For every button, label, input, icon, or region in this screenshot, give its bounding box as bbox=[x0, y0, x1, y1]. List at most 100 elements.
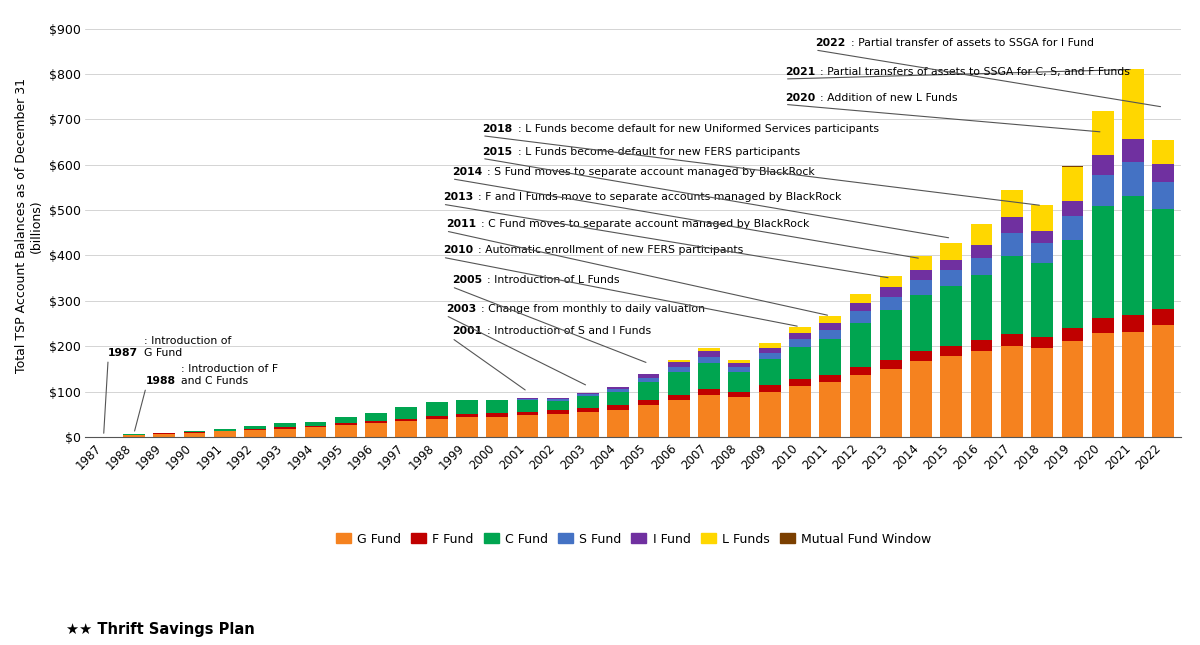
Bar bbox=[1092, 111, 1114, 155]
Bar bbox=[607, 386, 629, 389]
Bar bbox=[1062, 201, 1084, 216]
Bar bbox=[1122, 315, 1144, 332]
Bar bbox=[820, 375, 841, 382]
Bar bbox=[758, 392, 780, 437]
Bar bbox=[1122, 161, 1144, 196]
Text: : S Fund moves to separate account managed by BlackRock: : S Fund moves to separate account manag… bbox=[487, 167, 815, 177]
Bar bbox=[1122, 70, 1144, 139]
Bar bbox=[758, 343, 780, 348]
Bar bbox=[1152, 310, 1174, 325]
Bar bbox=[1092, 175, 1114, 206]
Text: 2014: 2014 bbox=[451, 167, 482, 177]
Bar bbox=[728, 367, 750, 372]
Bar bbox=[790, 386, 811, 437]
Bar bbox=[516, 399, 539, 400]
Bar bbox=[1062, 328, 1084, 341]
Bar bbox=[1031, 243, 1054, 263]
Bar bbox=[820, 382, 841, 437]
Bar bbox=[850, 294, 871, 303]
Bar bbox=[668, 362, 690, 366]
Bar bbox=[880, 310, 901, 360]
Bar bbox=[1001, 256, 1022, 334]
Text: 1987: 1987 bbox=[108, 348, 138, 357]
Bar bbox=[910, 281, 932, 295]
Text: : F and I Funds move to separate accounts managed by BlackRock: : F and I Funds move to separate account… bbox=[479, 192, 841, 203]
Bar bbox=[1152, 209, 1174, 310]
Bar bbox=[790, 347, 811, 379]
Bar bbox=[577, 408, 599, 412]
Bar bbox=[184, 432, 205, 433]
Bar bbox=[154, 433, 175, 437]
Text: 2015: 2015 bbox=[482, 146, 512, 157]
Bar bbox=[910, 361, 932, 437]
Bar bbox=[850, 375, 871, 437]
Bar bbox=[820, 316, 841, 323]
Bar bbox=[1152, 139, 1174, 140]
Bar bbox=[184, 431, 205, 432]
Bar bbox=[728, 372, 750, 392]
Bar bbox=[1062, 240, 1084, 328]
Bar bbox=[880, 276, 901, 287]
Bar bbox=[698, 395, 720, 437]
Bar bbox=[1122, 139, 1144, 161]
Text: 2005: 2005 bbox=[451, 275, 482, 285]
Bar bbox=[790, 326, 811, 333]
Text: : Partial transfer of assets to SSGA for I Fund: : Partial transfer of assets to SSGA for… bbox=[851, 38, 1094, 48]
Bar bbox=[668, 400, 690, 437]
Text: 2022: 2022 bbox=[815, 38, 846, 48]
Bar bbox=[214, 429, 235, 431]
Bar bbox=[516, 412, 539, 415]
Bar bbox=[1092, 317, 1114, 333]
Bar bbox=[426, 402, 448, 416]
Bar bbox=[698, 348, 720, 351]
Text: ★★ Thrift Savings Plan: ★★ Thrift Savings Plan bbox=[66, 622, 254, 637]
Bar bbox=[698, 363, 720, 390]
Bar bbox=[1031, 204, 1054, 231]
Bar bbox=[486, 400, 508, 413]
Bar bbox=[880, 369, 901, 437]
Bar bbox=[1062, 216, 1084, 240]
Bar bbox=[698, 351, 720, 357]
Bar bbox=[516, 398, 539, 399]
Bar bbox=[244, 430, 266, 437]
Bar bbox=[1001, 334, 1022, 346]
Bar bbox=[1152, 183, 1174, 209]
Text: 2010: 2010 bbox=[443, 246, 473, 255]
Bar bbox=[941, 346, 962, 356]
Bar bbox=[1031, 337, 1054, 348]
Bar bbox=[516, 400, 539, 412]
Bar bbox=[971, 258, 992, 275]
Bar bbox=[820, 339, 841, 375]
Bar bbox=[758, 359, 780, 385]
Bar bbox=[577, 412, 599, 437]
Bar bbox=[971, 224, 992, 246]
Bar bbox=[426, 419, 448, 437]
Bar bbox=[1092, 206, 1114, 317]
Bar bbox=[486, 413, 508, 417]
Bar bbox=[456, 417, 478, 437]
Bar bbox=[607, 410, 629, 437]
Bar bbox=[1001, 190, 1022, 217]
Bar bbox=[790, 339, 811, 347]
Bar bbox=[668, 372, 690, 395]
Bar bbox=[607, 392, 629, 405]
Bar bbox=[758, 385, 780, 392]
Bar bbox=[728, 392, 750, 397]
Bar bbox=[1001, 346, 1022, 437]
Y-axis label: Total TSP Account Balances as of December 31
(billions): Total TSP Account Balances as of Decembe… bbox=[16, 79, 43, 373]
Text: 2013: 2013 bbox=[443, 192, 473, 203]
Bar bbox=[1062, 166, 1084, 201]
Bar bbox=[486, 417, 508, 437]
Bar bbox=[516, 415, 539, 437]
Bar bbox=[547, 399, 569, 401]
Bar bbox=[941, 286, 962, 346]
Bar bbox=[335, 423, 356, 425]
Bar bbox=[850, 322, 871, 367]
Text: 2011: 2011 bbox=[445, 219, 476, 229]
Bar bbox=[820, 323, 841, 330]
Bar bbox=[850, 367, 871, 375]
Text: : L Funds become default for new FERS participants: : L Funds become default for new FERS pa… bbox=[517, 146, 799, 157]
Bar bbox=[668, 366, 690, 372]
Bar bbox=[305, 426, 326, 428]
Bar bbox=[910, 270, 932, 281]
